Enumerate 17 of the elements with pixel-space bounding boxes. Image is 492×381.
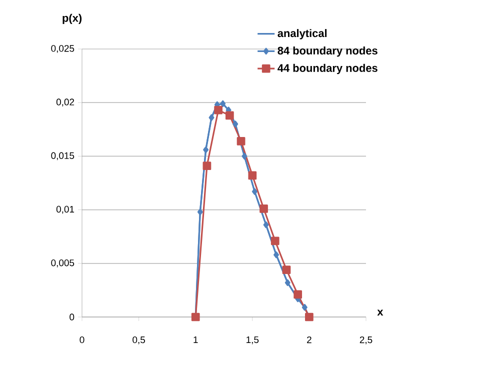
y-tick-label: 0,005 — [51, 259, 74, 268]
y-tick-label: 0 — [70, 314, 74, 320]
x-tick-label: 1,5 — [246, 336, 259, 344]
y-tick-label: 0,01 — [56, 206, 74, 214]
x-tick-label: 0,5 — [132, 336, 145, 344]
y-tick-label: 0,015 — [51, 152, 74, 160]
x-axis-title: x — [377, 310, 384, 316]
y-tick-label: 0,02 — [56, 98, 74, 107]
legend-label: 44 boundary nodes — [278, 64, 378, 74]
x-tick-label: 2 — [307, 336, 312, 344]
x-tick-label: 1 — [194, 336, 198, 343]
x-tick-label: 0 — [80, 336, 84, 344]
y-tick-label: 0,025 — [51, 45, 74, 53]
y-axis-title: p(x) — [62, 14, 82, 24]
legend-label: 84 boundary nodes — [278, 46, 378, 57]
legend-label: analytical — [278, 29, 327, 40]
x-tick-label: 2,5 — [360, 336, 372, 344]
